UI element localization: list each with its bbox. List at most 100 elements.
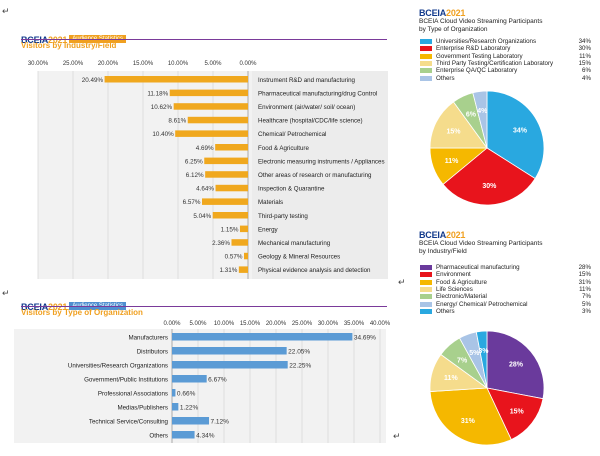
tick-label: 25.00% <box>292 321 313 327</box>
category-label: Geology & Mineral Resources <box>258 254 340 261</box>
bar <box>202 198 248 205</box>
tick-label: 10.00% <box>168 61 189 67</box>
legend-value: 3% <box>582 307 591 315</box>
legend-swatch <box>420 279 432 285</box>
bar <box>212 212 248 219</box>
tick-label: 20.00% <box>266 321 287 327</box>
legend-label: Others <box>436 307 455 315</box>
industry-chart-header: BCEIA2021Audience Statistics <box>21 30 401 48</box>
slice-label: 3% <box>478 348 489 355</box>
legend-label: Government Testing Laboratory <box>436 52 523 60</box>
data-label: 6.25% <box>185 158 203 165</box>
category-label: Others <box>149 432 168 439</box>
slice-label: 5% <box>469 350 480 357</box>
tick-label: 25.00% <box>63 61 84 67</box>
bar <box>172 403 179 411</box>
data-label: 0.57% <box>225 254 243 261</box>
slice-label: 31% <box>461 418 476 425</box>
category-label: Distributors <box>137 348 168 355</box>
bar <box>204 157 248 165</box>
bar <box>231 239 248 246</box>
header-rule <box>21 306 387 307</box>
data-label: 10.40% <box>152 131 174 138</box>
legend-value: 11% <box>579 285 591 293</box>
legend-swatch <box>420 301 432 307</box>
bar <box>187 116 248 124</box>
legend-value: 7% <box>582 293 591 301</box>
legend-swatch <box>420 39 432 44</box>
legend-label: Universities/Research Organizations <box>436 38 537 45</box>
category-label: Food & Agriculture <box>258 145 309 152</box>
organization-chart-title: Visitors by Type of Organization <box>21 308 143 317</box>
tick-label: 35.00% <box>344 321 365 327</box>
organization-chart-header: BCEIA2021Audience Statistics <box>21 297 401 315</box>
data-label: 34.69% <box>354 334 376 341</box>
legend-swatch <box>420 308 432 314</box>
category-label: Electronic measuring instruments / Appli… <box>258 158 385 165</box>
legend-swatch <box>420 53 432 59</box>
data-label: 10.62% <box>151 104 173 111</box>
pie-slice <box>442 147 536 206</box>
legend-label: Third Party Testing/Certification Labora… <box>436 59 554 67</box>
legend-swatch <box>420 286 432 292</box>
legend-label: Life Sciences <box>436 285 473 293</box>
data-label: 1.15% <box>221 226 239 233</box>
data-label: 6.67% <box>208 376 227 383</box>
slice-label: 11% <box>445 158 459 165</box>
slice-label: 28% <box>509 362 524 369</box>
data-label: 20.49% <box>82 77 104 84</box>
category-label: Chemical/ Petrochemical <box>258 131 326 138</box>
legend-label: Pharmaceutical manufacturing <box>436 264 520 271</box>
pie-slice <box>475 330 488 389</box>
tick-label: 15.00% <box>133 61 154 67</box>
header-rule <box>21 39 387 40</box>
tick-label: 5.00% <box>189 321 207 327</box>
legend-value: 4% <box>582 74 591 82</box>
bceia-logo: BCEIA2021 <box>419 230 466 240</box>
data-label: 8.61% <box>168 118 186 125</box>
legend-label: Food & Agriculture <box>436 278 487 286</box>
bar <box>172 417 210 425</box>
category-label: Pharmaceutical manufacturing/drug Contro… <box>258 90 377 97</box>
category-label: Instrument R&D and manufacturing <box>258 77 356 84</box>
category-label: Inspection & Quarantine <box>258 186 325 193</box>
pie-slice <box>429 101 488 149</box>
data-label: 11.18% <box>147 90 168 97</box>
category-label: Technical Service/Consulting <box>89 418 169 425</box>
paragraph-mark: ↵ <box>2 6 10 16</box>
label-area <box>252 71 388 279</box>
bar <box>215 144 248 151</box>
bceia-logo: BCEIA2021 <box>419 8 466 18</box>
data-label: 4.34% <box>196 432 215 439</box>
slice-label: 34% <box>513 127 528 134</box>
industry-bar-chart: 30.00% 25.00% 20.00% 15.00% 10.00% 5.00% 0.00%… <box>28 61 388 279</box>
legend-label: Others <box>436 74 455 82</box>
bar <box>244 252 248 260</box>
legend-swatch <box>420 265 432 270</box>
legend-value: 34% <box>578 38 591 45</box>
data-label: 1.22% <box>180 404 199 411</box>
category-label: Materials <box>258 199 283 206</box>
slice-label: 30% <box>482 183 497 190</box>
category-label: Universities/Research Organizations <box>68 362 168 369</box>
bar <box>172 361 288 369</box>
legend-label: Electronic/Material <box>436 293 487 301</box>
pie-org-chart: 34% 30% 11% 15% 6% 4% <box>429 90 545 206</box>
legend-label: Enterprise R&D Laboratory <box>436 45 511 53</box>
legend-value: 15% <box>578 59 591 67</box>
pie-industry-legend: Pharmaceutical manufacturing 28% Environme… <box>419 264 595 324</box>
data-label: 6.12% <box>186 172 204 179</box>
tick-label: 0.00% <box>163 321 181 327</box>
bar <box>205 171 248 178</box>
legend-label: Environment <box>436 271 471 279</box>
legend-value: 5% <box>582 300 591 308</box>
audience-badge: Audience Statistics <box>69 301 126 310</box>
legend-value: 28% <box>578 264 591 271</box>
slice-label: 15% <box>510 409 525 416</box>
data-label: 1.31% <box>219 267 237 274</box>
bar <box>239 225 248 233</box>
industry-chart-title: Visitors by Industry/Field <box>21 41 117 50</box>
bar <box>172 375 207 383</box>
bceia-logo: BCEIA2021 <box>21 302 68 312</box>
paragraph-mark: ↵ <box>393 431 401 441</box>
